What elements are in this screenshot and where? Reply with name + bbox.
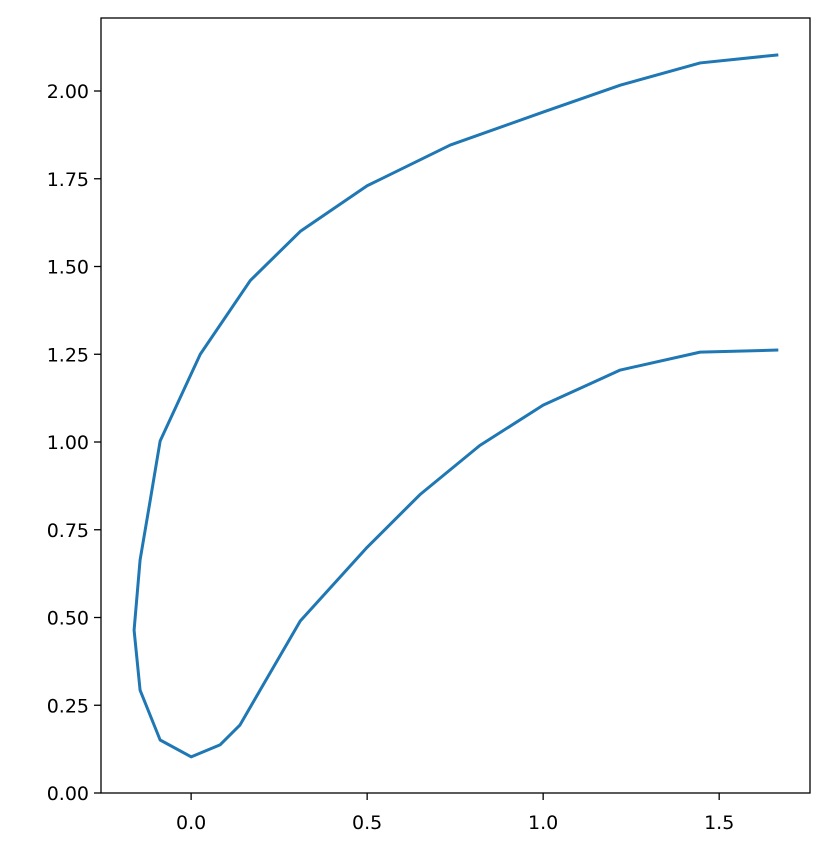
line <box>132 53 779 759</box>
y-tick-label: 0.75 <box>47 520 89 542</box>
x-tick-label: 1.5 <box>704 812 734 834</box>
x-tick-label: 0.0 <box>176 812 206 834</box>
x-tick-label: 1.0 <box>528 812 558 834</box>
y-tick-label: 0.50 <box>47 608 89 630</box>
y-tick-label: 2.00 <box>47 81 89 103</box>
y-tick-label: 1.00 <box>47 432 89 454</box>
y-tick-label: 1.25 <box>47 344 89 366</box>
x-tick-label: 0.5 <box>352 812 382 834</box>
plot-frame <box>100 17 811 794</box>
y-tick-label: 1.50 <box>47 257 89 279</box>
y-tick-label: 0.25 <box>47 695 89 717</box>
y-tick-label: 1.75 <box>47 169 89 191</box>
y-tick-label: 0.00 <box>47 783 89 805</box>
